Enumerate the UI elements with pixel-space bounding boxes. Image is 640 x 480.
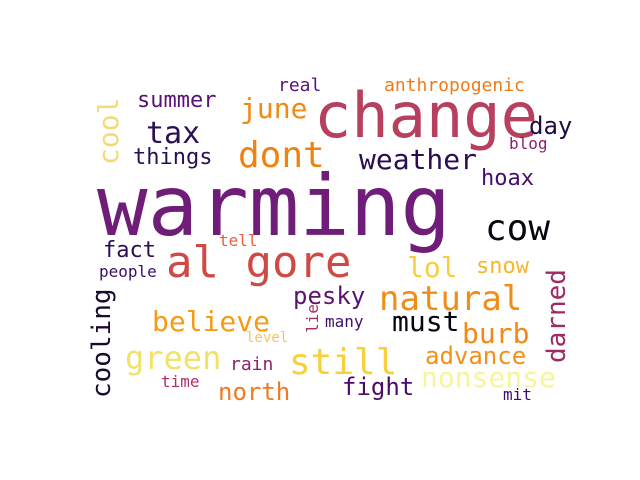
word-blog: blog [509, 134, 548, 153]
word-cool: cool [92, 97, 125, 165]
word-darned: darned [542, 269, 572, 363]
word-rain: rain [230, 354, 274, 375]
word-people: people [99, 262, 157, 281]
word-june: june [240, 92, 308, 125]
word-cow: cow [485, 208, 551, 249]
word-real: real [278, 75, 322, 96]
word-dont: dont [238, 135, 325, 176]
word-nonsense: nonsense [421, 361, 556, 394]
word-warming: warming [97, 157, 452, 255]
word-day: day [529, 112, 573, 140]
word-lol: lol [407, 251, 458, 284]
word-anthropogenic: anthropogenic [384, 75, 525, 96]
word-north: north [218, 378, 291, 406]
word-natural: natural [379, 279, 523, 319]
word-green: green [125, 339, 222, 377]
word-change: change [314, 79, 538, 152]
word-mit: mit [503, 385, 532, 404]
word-still: still [289, 342, 398, 383]
word-many: many [325, 312, 364, 331]
word-tax: tax [146, 116, 201, 151]
word-time: time [161, 372, 200, 391]
word-summer: summer [137, 88, 217, 113]
word-weather: weather [359, 143, 478, 176]
word-tell: tell [219, 231, 258, 250]
word-lie: lie [303, 304, 322, 333]
word-must: must [392, 305, 460, 338]
word-hoax: hoax [481, 166, 534, 191]
word-burb: burb [462, 317, 530, 350]
word-al-gore: al gore [166, 237, 352, 288]
word-cooling: cooling [87, 288, 117, 398]
word-believe: believe [152, 305, 271, 338]
word-advance: advance [425, 342, 527, 370]
word-snow: snow [476, 254, 529, 279]
word-things: things [133, 145, 213, 170]
word-level: level [246, 330, 289, 346]
word-fight: fight [342, 373, 415, 401]
word-fact: fact [103, 238, 156, 263]
word-pesky: pesky [293, 282, 366, 310]
